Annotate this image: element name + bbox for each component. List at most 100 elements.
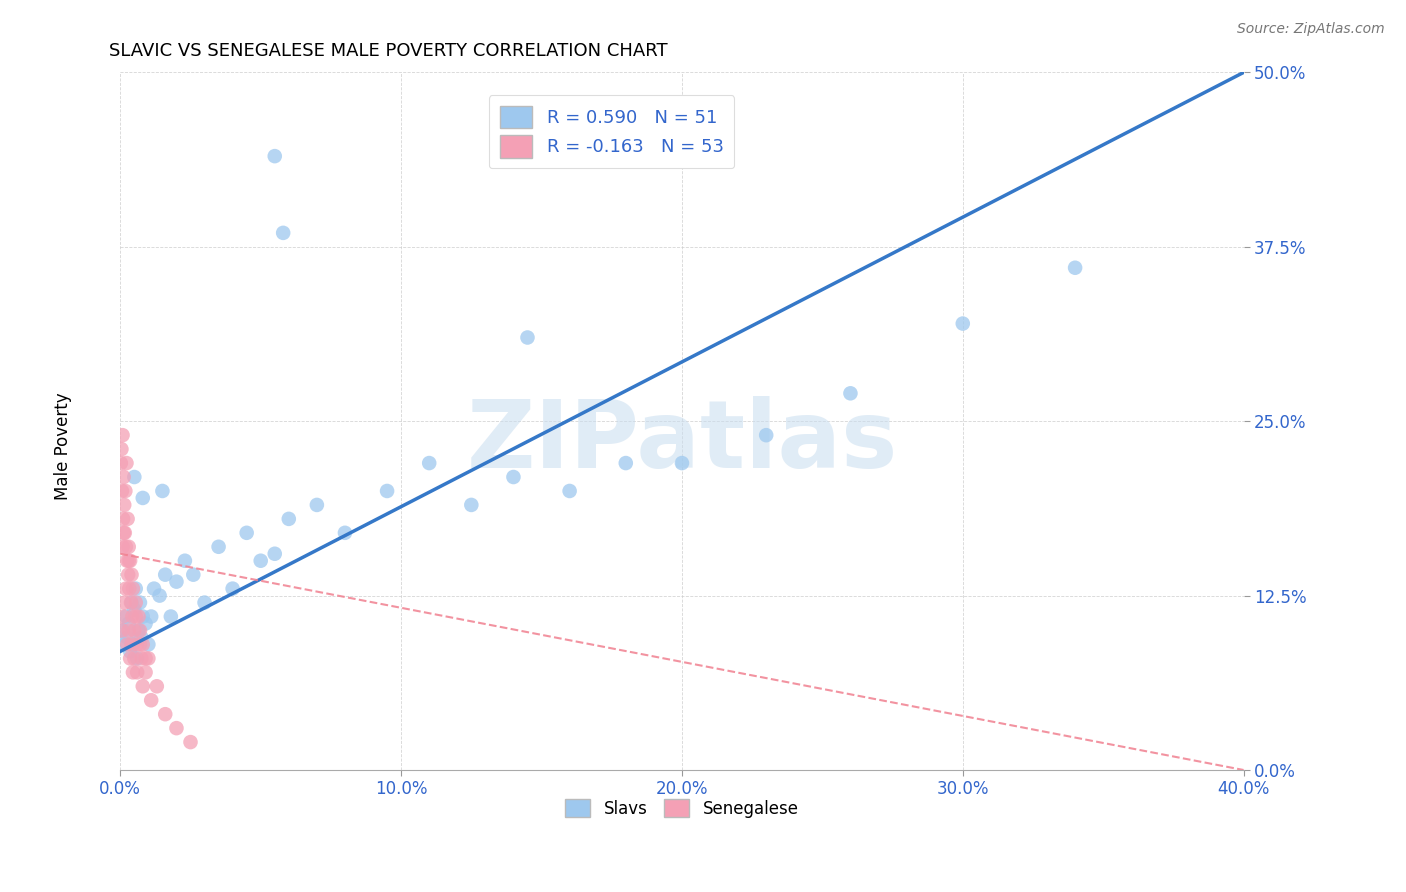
Point [125, 609, 148, 624]
Point [135, 616, 157, 631]
Point [132, 491, 155, 505]
Point [117, 631, 139, 645]
Point [146, 679, 169, 693]
Point [614, 456, 637, 470]
Point [115, 554, 138, 568]
Point [117, 512, 139, 526]
Point [125, 596, 148, 610]
Point [516, 330, 538, 344]
Point [118, 624, 141, 638]
Point [839, 386, 862, 401]
Point [271, 226, 294, 240]
Point [111, 540, 134, 554]
Point [127, 665, 149, 680]
Point [141, 693, 163, 707]
Point [112, 498, 135, 512]
Point [118, 616, 141, 631]
Point [111, 483, 134, 498]
Point [118, 554, 141, 568]
Point [207, 540, 229, 554]
Point [138, 651, 160, 665]
Point [181, 567, 204, 582]
Point [141, 609, 163, 624]
Point [112, 609, 135, 624]
Point [333, 525, 356, 540]
Point [121, 609, 143, 624]
Point [132, 637, 155, 651]
Point [502, 470, 524, 484]
Point [112, 470, 135, 484]
Point [263, 547, 285, 561]
Text: Source: ZipAtlas.com: Source: ZipAtlas.com [1237, 22, 1385, 37]
Point [166, 721, 188, 735]
Point [131, 631, 153, 645]
Legend: Slavs, Senegalese: Slavs, Senegalese [558, 792, 806, 824]
Point [128, 609, 150, 624]
Point [221, 582, 243, 596]
Point [122, 665, 145, 680]
Point [375, 483, 398, 498]
Text: SLAVIC VS SENEGALESE MALE POVERTY CORRELATION CHART: SLAVIC VS SENEGALESE MALE POVERTY CORREL… [110, 42, 668, 60]
Point [155, 707, 177, 722]
Point [122, 637, 145, 651]
Point [121, 637, 143, 651]
Point [952, 317, 974, 331]
Point [118, 582, 141, 596]
Point [305, 498, 328, 512]
Point [263, 149, 285, 163]
Point [124, 624, 146, 638]
Point [122, 582, 145, 596]
Point [120, 554, 142, 568]
Point [121, 567, 143, 582]
Point [115, 456, 138, 470]
Point [125, 582, 148, 596]
Point [114, 483, 136, 498]
Point [117, 567, 139, 582]
Point [117, 637, 139, 651]
Point [110, 442, 132, 456]
Point [110, 456, 132, 470]
Point [173, 554, 195, 568]
Point [124, 602, 146, 616]
Point [114, 637, 136, 651]
Point [235, 525, 257, 540]
Point [418, 456, 440, 470]
Point [160, 609, 183, 624]
Point [112, 512, 135, 526]
Point [114, 525, 136, 540]
Point [120, 651, 142, 665]
Point [129, 637, 152, 651]
Point [120, 644, 142, 658]
Point [249, 554, 271, 568]
Point [193, 596, 215, 610]
Point [115, 609, 138, 624]
Point [129, 596, 152, 610]
Point [1064, 260, 1087, 275]
Point [112, 525, 135, 540]
Point [120, 596, 142, 610]
Point [115, 540, 138, 554]
Point [671, 456, 693, 470]
Point [111, 428, 134, 442]
Point [127, 651, 149, 665]
Text: Male Poverty: Male Poverty [55, 392, 72, 500]
Point [111, 624, 134, 638]
Point [132, 609, 155, 624]
Point [135, 651, 157, 665]
Point [114, 596, 136, 610]
Point [131, 651, 153, 665]
Point [152, 483, 174, 498]
Point [166, 574, 188, 589]
Point [755, 428, 778, 442]
Point [128, 624, 150, 638]
Point [129, 624, 152, 638]
Point [121, 596, 143, 610]
Text: ZIPatlas: ZIPatlas [467, 396, 897, 488]
Point [124, 651, 146, 665]
Point [127, 637, 149, 651]
Point [149, 589, 172, 603]
Point [558, 483, 581, 498]
Point [143, 582, 166, 596]
Point [135, 665, 157, 680]
Point [132, 679, 155, 693]
